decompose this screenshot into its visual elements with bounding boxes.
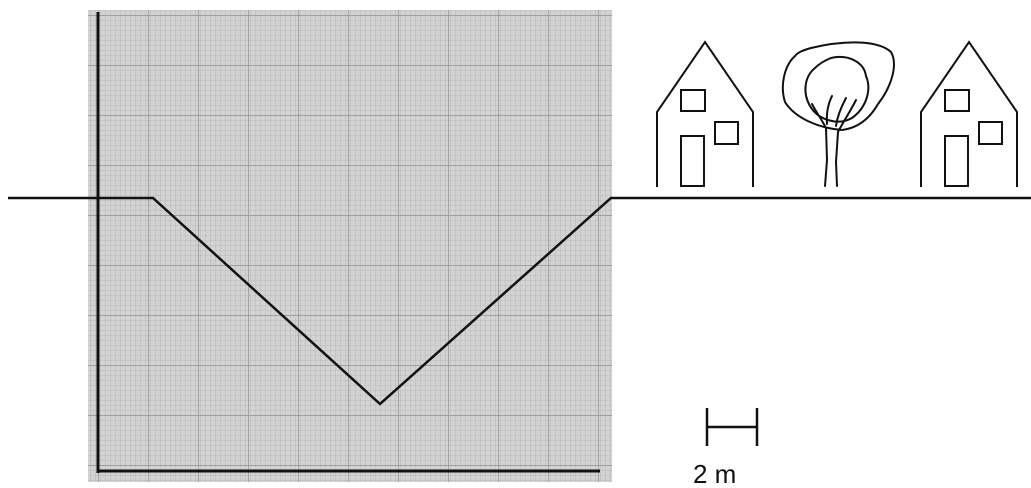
ground-profile-line [8, 196, 1031, 406]
scale-bar-label: 2 m [693, 459, 736, 488]
house-icon [656, 40, 754, 187]
house-icon [920, 40, 1018, 187]
graph-paper [88, 10, 612, 482]
tree-icon [781, 41, 895, 187]
scale-bar [705, 408, 759, 446]
